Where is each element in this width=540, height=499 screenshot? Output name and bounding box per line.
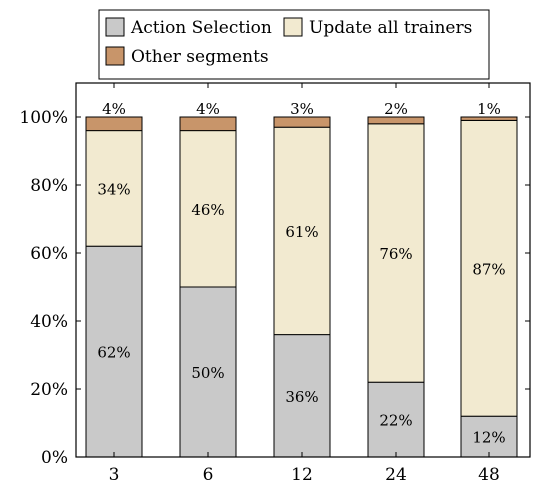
x-tick-label-12: 12 — [291, 465, 313, 485]
y-tick-label-80: 80% — [30, 176, 68, 196]
data-label-1-24: 22% — [379, 412, 412, 430]
data-label-2-48: 87% — [472, 260, 505, 278]
x-tick-label-48: 48 — [478, 465, 500, 485]
data-label-2-6: 46% — [191, 201, 224, 219]
y-tick-label-100: 100% — [19, 108, 68, 128]
legend-swatch-3 — [105, 46, 125, 66]
bar-segment-2-6 — [179, 130, 237, 288]
bar-segment-2-12 — [273, 126, 331, 336]
bar-segment-3-24 — [367, 116, 425, 125]
bar-segment-1-6 — [179, 286, 237, 458]
bar-segment-3-12 — [273, 116, 331, 128]
y-tick-label-60: 60% — [30, 244, 68, 264]
legend-swatch-2 — [283, 17, 303, 37]
bar-segment-3-3 — [85, 116, 143, 132]
bar-segment-1-24 — [367, 381, 425, 458]
data-label-1-12: 36% — [285, 388, 318, 406]
data-label-2-24: 76% — [379, 245, 412, 263]
data-label-3-24: 2% — [384, 100, 408, 118]
data-label-1-3: 62% — [97, 344, 130, 362]
x-tick-label-3: 3 — [109, 465, 120, 485]
data-label-1-48: 12% — [472, 429, 505, 447]
data-label-3-48: 1% — [477, 100, 501, 118]
bar-segment-3-48 — [460, 116, 518, 121]
bar-segment-1-48 — [460, 415, 518, 458]
data-label-3-12: 3% — [290, 100, 314, 118]
y-tick-label-20: 20% — [30, 380, 68, 400]
bar-segment-2-48 — [460, 119, 518, 417]
bar-segment-1-12 — [273, 334, 331, 458]
legend: Action Selection Update all trainers Other… — [98, 9, 490, 80]
x-tick-label-6: 6 — [203, 465, 214, 485]
data-label-3-6: 4% — [196, 100, 220, 118]
legend-label-3: Other segments — [131, 47, 269, 67]
y-tick-label-40: 40% — [30, 312, 68, 332]
data-label-1-6: 50% — [191, 364, 224, 382]
data-label-2-3: 34% — [97, 180, 130, 198]
legend-swatch-1 — [105, 17, 125, 37]
data-label-3-3: 4% — [102, 100, 126, 118]
x-tick-label-24: 24 — [385, 465, 407, 485]
legend-label-2: Update all trainers — [309, 18, 472, 38]
axes-layer: 0% 20% 40% 60% 80% 100% 3 6 12 24 48 — [19, 83, 530, 485]
bar-segment-1-3 — [85, 245, 143, 458]
bar-labels-layer: 62% 34% 4% 50% 46% 4% 36% 61% 3% 22% 76% 2% 12% 87% 1% — [97, 100, 505, 447]
bars-layer — [85, 116, 518, 458]
plot-frame — [75, 82, 531, 458]
bar-segment-2-24 — [367, 123, 425, 383]
bar-segment-3-6 — [179, 116, 237, 132]
legend-label-1: Action Selection — [130, 18, 272, 38]
y-tick-label-0: 0% — [41, 448, 68, 468]
data-label-2-12: 61% — [285, 223, 318, 241]
